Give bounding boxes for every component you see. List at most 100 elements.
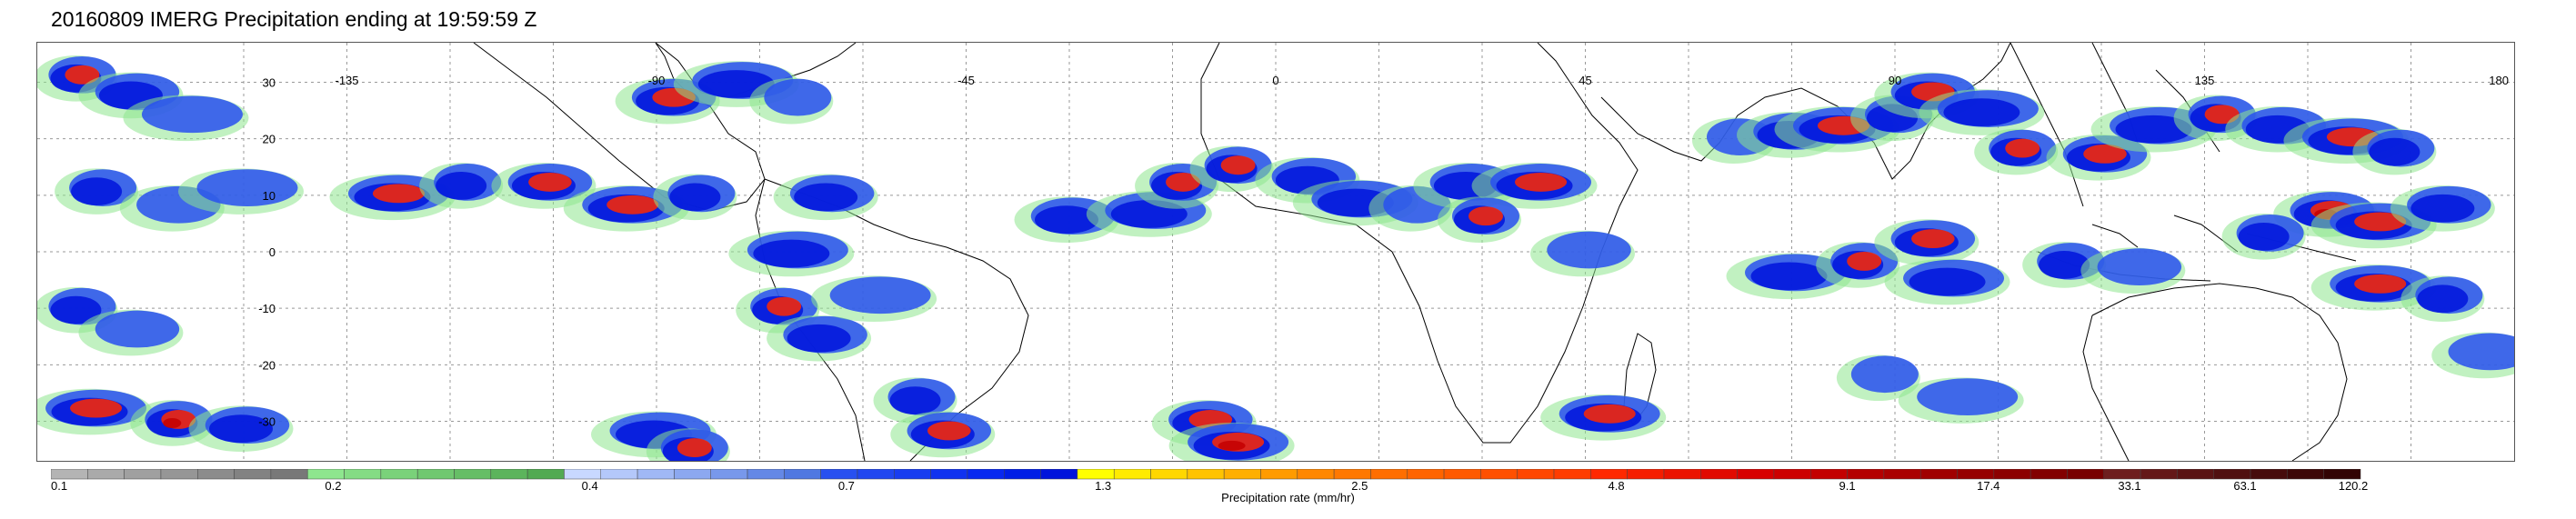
colorbar-swatch xyxy=(1957,469,1995,480)
colorbar-swatch xyxy=(857,469,895,480)
colorbar-swatch xyxy=(1480,469,1518,480)
lat-label: 0 xyxy=(269,245,276,259)
colorbar-swatch xyxy=(270,469,308,480)
colorbar-swatch xyxy=(1407,469,1445,480)
lon-label: -135 xyxy=(335,74,358,87)
precip-cell xyxy=(1189,145,1274,193)
precip-cell xyxy=(2080,247,2186,294)
colorbar-tick-label: 0.2 xyxy=(325,479,341,491)
precip-cell xyxy=(1438,196,1521,244)
colorbar-tick-label: 1.3 xyxy=(1095,479,1111,491)
precip-cell xyxy=(1974,128,2059,175)
colorbar-swatch xyxy=(1517,469,1555,480)
precip-cell xyxy=(491,163,596,209)
colorbar-swatch xyxy=(197,469,235,480)
colorbar-swatch xyxy=(636,469,675,480)
precip-cell xyxy=(1919,89,2045,135)
colorbar-swatch xyxy=(1553,469,1591,480)
colorbar-swatch xyxy=(1627,469,1665,480)
colorbar-swatch xyxy=(234,469,272,480)
precip-cell xyxy=(1540,394,1667,441)
colorbar-swatch xyxy=(967,469,1005,480)
colorbar-swatch xyxy=(1077,469,1115,480)
colorbar-swatch xyxy=(820,469,858,480)
colorbar-swatch xyxy=(2103,469,2141,480)
precip-cell xyxy=(78,309,184,356)
lon-label: -45 xyxy=(957,74,975,87)
precip-cell xyxy=(646,428,730,461)
colorbar-swatch xyxy=(2213,469,2251,480)
colorbar-swatch xyxy=(674,469,711,480)
colorbar-swatch xyxy=(1919,469,1958,480)
lat-label: 10 xyxy=(263,189,276,203)
colorbar-tick-label: 120.2 xyxy=(2339,479,2369,491)
colorbar-tick-label: 17.4 xyxy=(1977,479,2000,491)
colorbar-swatch xyxy=(416,469,455,480)
colorbar-tick-label: 0.7 xyxy=(838,479,855,491)
colorbar-swatch xyxy=(564,469,602,480)
colorbar-tick-label: 0.1 xyxy=(51,479,67,491)
colorbar-swatch xyxy=(600,469,638,480)
colorbar-swatch xyxy=(1260,469,1298,480)
colorbar-swatch xyxy=(1297,469,1335,480)
colorbar-tick-label: 4.8 xyxy=(1609,479,1625,491)
colorbar-swatch xyxy=(2323,469,2361,480)
colorbar-swatch xyxy=(784,469,821,480)
colorbar-swatch xyxy=(1370,469,1408,480)
colorbar-swatch xyxy=(1223,469,1261,480)
colorbar-swatch xyxy=(344,469,382,480)
australia-coast xyxy=(2082,283,2348,461)
colorbar-swatch xyxy=(526,469,565,480)
colorbar-swatch xyxy=(87,469,125,480)
precip-cell xyxy=(2022,242,2107,288)
colorbar-swatch xyxy=(747,469,785,480)
precip-cell xyxy=(1168,423,1295,461)
colorbar-swatch xyxy=(2287,469,2324,480)
map-canvas: 30 20 10 0 -10 -20 -30 -135 -90 -45 0 45 90 135 180 xyxy=(37,43,2514,461)
colorbar-swatch xyxy=(306,469,345,480)
colorbar-swatch xyxy=(1847,469,1885,480)
colorbar-swatch xyxy=(2067,469,2105,480)
colorbar-swatch xyxy=(2030,469,2068,480)
lon-label: 0 xyxy=(1272,74,1278,87)
colorbar-swatch xyxy=(930,469,968,480)
precip-cell xyxy=(1836,354,1920,402)
colorbar-swatch xyxy=(1737,469,1775,480)
lat-label: 30 xyxy=(263,76,276,90)
lat-label: -10 xyxy=(258,302,276,315)
precip-cell xyxy=(749,77,834,125)
precip-cell xyxy=(2431,332,2514,379)
lon-label: 45 xyxy=(1579,74,1591,87)
colorbar-swatch xyxy=(124,469,162,480)
precip-cell xyxy=(188,405,294,453)
colorbar-swatch xyxy=(1187,469,1225,480)
precipitation-map[interactable]: 30 20 10 0 -10 -20 -30 -135 -90 -45 0 45 90 135 180 xyxy=(36,42,2515,462)
colorbar-swatch xyxy=(2250,469,2288,480)
colorbar-swatches xyxy=(51,469,2361,480)
lon-label: 135 xyxy=(2195,74,2215,87)
precip-cell xyxy=(1530,230,1635,277)
colorbar-ticks: 0.1 0.2 0.4 0.7 1.3 2.5 4.8 9.1 17.4 33.1 63.1 120.… xyxy=(51,479,2368,491)
colorbar-swatch xyxy=(1809,469,1848,480)
colorbar-swatch xyxy=(160,469,198,480)
precip-cell xyxy=(2401,275,2485,323)
precip-cell xyxy=(2221,214,2306,260)
precip-cell xyxy=(1874,219,1980,265)
colorbar-swatch xyxy=(1333,469,1371,480)
colorbar-tick-label: 63.1 xyxy=(2233,479,2256,491)
colorbar-swatch xyxy=(490,469,528,480)
colorbar-swatch xyxy=(1443,469,1481,480)
precip-cell xyxy=(1471,163,1598,209)
precip-cell xyxy=(811,275,937,323)
lat-label: 20 xyxy=(263,133,276,146)
colorbar-label: Precipitation rate (mm/hr) xyxy=(1221,491,1355,504)
africa-coast xyxy=(1200,43,1639,444)
colorbar-tick-label: 33.1 xyxy=(2118,479,2140,491)
precip-cell xyxy=(767,314,872,362)
lon-label: 180 xyxy=(2489,74,2509,87)
colorbar-swatch xyxy=(454,469,492,480)
colorbar-swatch xyxy=(51,469,88,480)
colorbar-swatch xyxy=(1663,469,1701,480)
precip-cell xyxy=(2352,128,2437,175)
lon-label: -90 xyxy=(648,74,666,87)
